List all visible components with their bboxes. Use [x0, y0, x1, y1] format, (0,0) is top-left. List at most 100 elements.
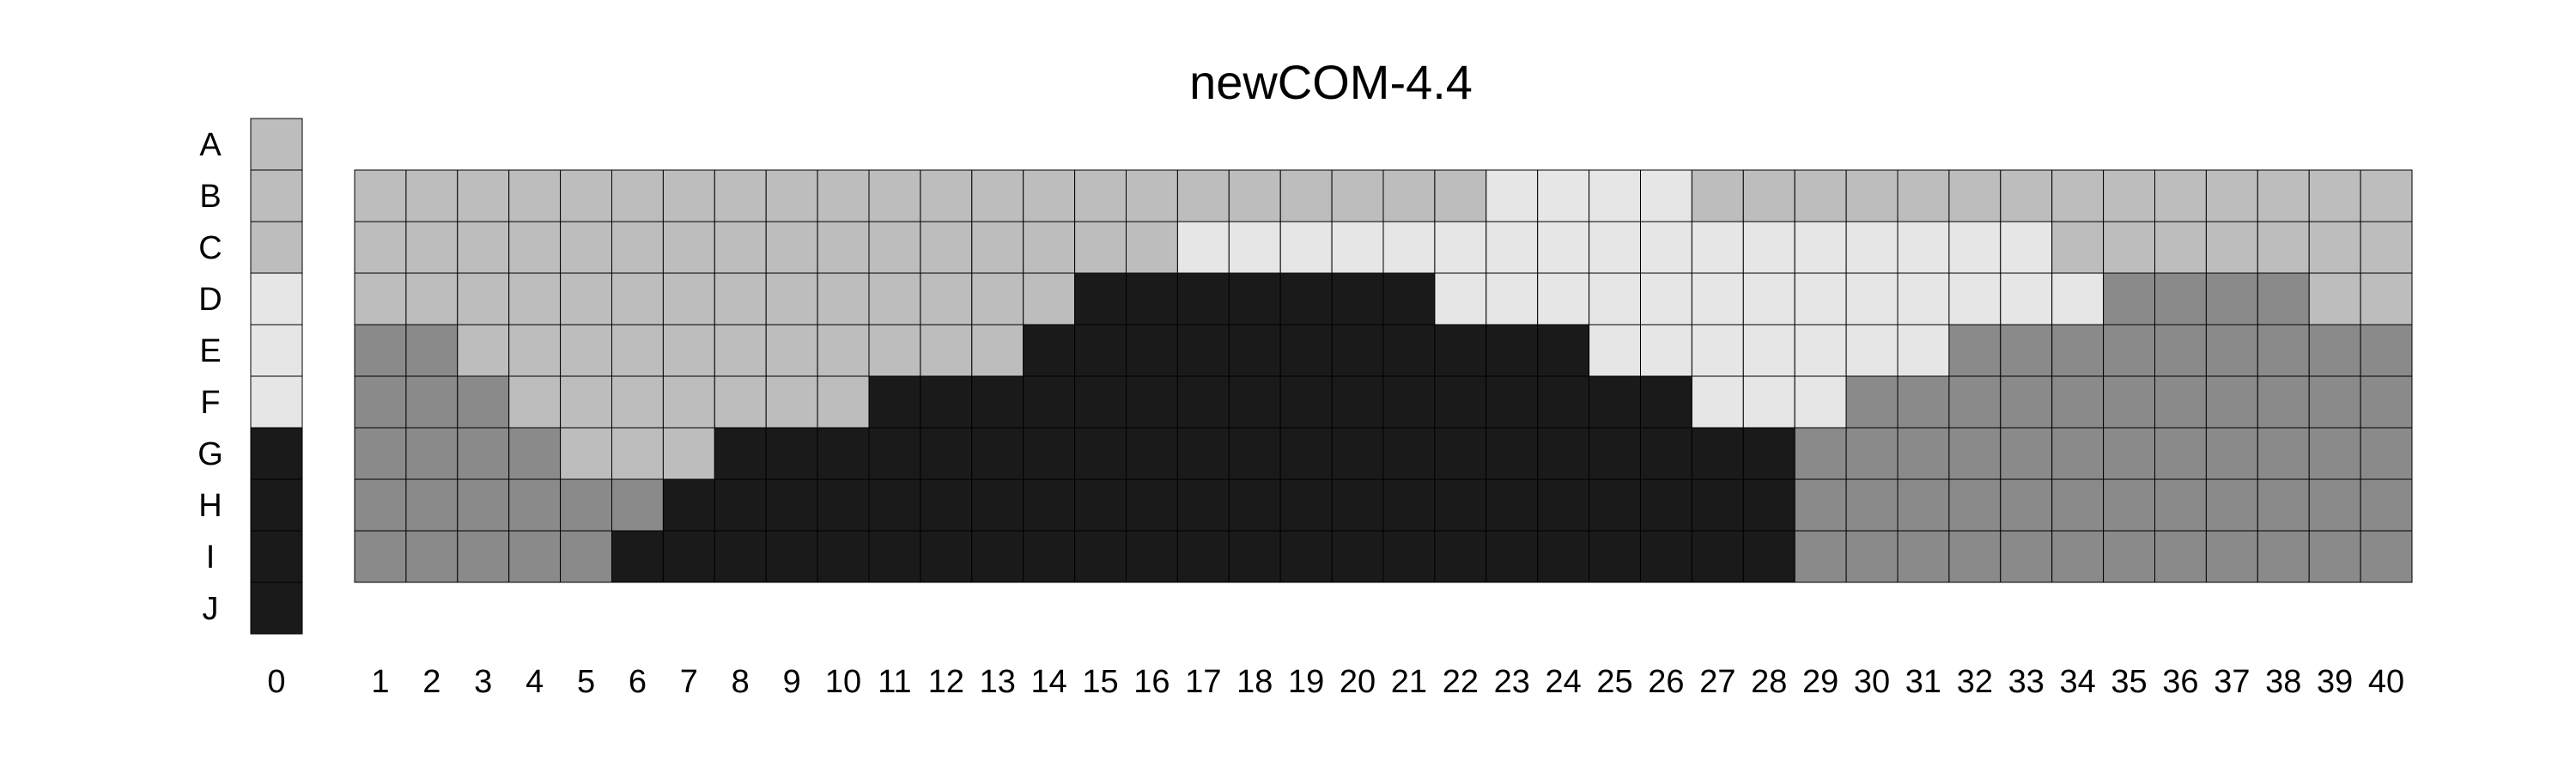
- heatmap-cell-b-6: [611, 169, 664, 222]
- heatmap-cell-f-12: [920, 375, 973, 429]
- heatmap-cell-g-35: [2103, 427, 2156, 480]
- heatmap-cell-c-23: [1485, 221, 1539, 274]
- column-label-15: 15: [1082, 664, 1118, 700]
- heatmap-cell-f-20: [1331, 375, 1384, 429]
- column-label-14: 14: [1031, 664, 1067, 700]
- heatmap-cell-d-24: [1537, 272, 1590, 326]
- heatmap-cell-b-36: [2154, 169, 2207, 222]
- heatmap-cell-h-10: [817, 478, 870, 532]
- column-label-18: 18: [1236, 664, 1273, 700]
- heatmap-cell-e-5: [560, 324, 612, 377]
- heatmap-cell-c-7: [662, 221, 715, 274]
- heatmap-cell-b-31: [1897, 169, 1950, 222]
- heatmap-cell-h-6: [611, 478, 664, 532]
- heatmap-cell-e-16: [1126, 324, 1178, 377]
- column-label-25: 25: [1596, 664, 1632, 700]
- heatmap-cell-f-24: [1537, 375, 1590, 429]
- column-label-26: 26: [1648, 664, 1684, 700]
- heatmap-cell-e-17: [1176, 324, 1230, 377]
- heatmap-cell-e-12: [920, 324, 973, 377]
- heatmap-cell-c-15: [1074, 221, 1127, 274]
- heatmap-cell-d-6: [611, 272, 664, 326]
- heatmap-cell-f-38: [2257, 375, 2310, 429]
- heatmap-cell-d-1: [354, 272, 407, 326]
- palette-cell-f: [250, 375, 303, 429]
- column-label-28: 28: [1751, 664, 1787, 700]
- heatmap-cell-e-25: [1589, 324, 1641, 377]
- heatmap-cell-g-30: [1845, 427, 1899, 480]
- heatmap-cell-g-33: [2000, 427, 2053, 480]
- heatmap-cell-h-31: [1897, 478, 1950, 532]
- heatmap-cell-c-26: [1640, 221, 1692, 274]
- column-label-6: 6: [629, 664, 647, 700]
- column-label-11: 11: [878, 664, 911, 700]
- heatmap-cell-e-20: [1331, 324, 1384, 377]
- column-label-29: 29: [1802, 664, 1838, 700]
- heatmap-cell-i-29: [1794, 530, 1847, 583]
- heatmap-cell-c-25: [1589, 221, 1641, 274]
- heatmap-cell-g-14: [1023, 427, 1076, 480]
- heatmap-cell-i-36: [2154, 530, 2207, 583]
- heatmap-cell-g-31: [1897, 427, 1950, 480]
- heatmap-cell-b-22: [1434, 169, 1487, 222]
- heatmap-cell-g-12: [920, 427, 973, 480]
- heatmap-cell-i-22: [1434, 530, 1487, 583]
- heatmap-cell-d-28: [1742, 272, 1795, 326]
- heatmap-cell-i-10: [817, 530, 870, 583]
- row-label-b: B: [199, 179, 221, 215]
- heatmap-cell-c-38: [2257, 221, 2310, 274]
- heatmap-cell-i-39: [2308, 530, 2361, 583]
- heatmap-cell-b-29: [1794, 169, 1847, 222]
- heatmap-cell-d-32: [1948, 272, 2002, 326]
- heatmap-cell-f-15: [1074, 375, 1127, 429]
- heatmap-cell-f-8: [714, 375, 767, 429]
- heatmap-cell-c-22: [1434, 221, 1487, 274]
- heatmap-cell-g-39: [2308, 427, 2361, 480]
- column-label-3: 3: [474, 664, 492, 700]
- heatmap-cell-e-37: [2205, 324, 2258, 377]
- heatmap-cell-i-17: [1176, 530, 1230, 583]
- heatmap-cell-i-11: [868, 530, 921, 583]
- column-label-40: 40: [2368, 664, 2404, 700]
- heatmap-cell-g-18: [1228, 427, 1281, 480]
- chart-title: newCOM-4.4: [1189, 55, 1473, 109]
- heatmap-cell-c-36: [2154, 221, 2207, 274]
- heatmap-cell-f-29: [1794, 375, 1847, 429]
- heatmap-cell-f-28: [1742, 375, 1795, 429]
- heatmap-cell-i-37: [2205, 530, 2258, 583]
- heatmap-cell-d-16: [1126, 272, 1178, 326]
- heatmap-cell-i-27: [1691, 530, 1744, 583]
- heatmap-cell-h-25: [1589, 478, 1641, 532]
- heatmap-cell-i-6: [611, 530, 664, 583]
- heatmap-cell-d-14: [1023, 272, 1076, 326]
- column-labels: 0 1 2 3 4 5 6 7 8 9 10 11 12 13 14 15 16 17 18 19 20 21 22 23 24…: [267, 664, 2404, 700]
- heatmap-cell-i-3: [457, 530, 510, 583]
- heatmap-cell-c-30: [1845, 221, 1899, 274]
- heatmap-cell-d-31: [1897, 272, 1950, 326]
- palette-cell-j: [250, 581, 303, 635]
- heatmap-cell-c-31: [1897, 221, 1950, 274]
- column-label-31: 31: [1905, 664, 1941, 700]
- heatmap-cell-g-2: [405, 427, 459, 480]
- heatmap-cell-b-40: [2360, 169, 2413, 222]
- heatmap-cell-c-16: [1126, 221, 1178, 274]
- heatmap-cell-b-39: [2308, 169, 2361, 222]
- heatmap-cell-c-33: [2000, 221, 2053, 274]
- heatmap-cell-d-13: [971, 272, 1024, 326]
- heatmap-cell-d-5: [560, 272, 612, 326]
- heatmap-cell-c-27: [1691, 221, 1744, 274]
- heatmap-cell-b-38: [2257, 169, 2310, 222]
- heatmap-cell-f-25: [1589, 375, 1641, 429]
- heatmap-cell-f-27: [1691, 375, 1744, 429]
- heatmap-cell-e-32: [1948, 324, 2002, 377]
- heatmap-cell-i-7: [662, 530, 715, 583]
- row-label-d: D: [198, 282, 222, 318]
- heatmap-cell-d-29: [1794, 272, 1847, 326]
- heatmap-cell-f-21: [1382, 375, 1436, 429]
- heatmap-cell-h-35: [2103, 478, 2156, 532]
- heatmap-cell-c-21: [1382, 221, 1436, 274]
- column-label-17: 17: [1185, 664, 1221, 700]
- heatmap-cell-f-26: [1640, 375, 1692, 429]
- heatmap-cell-c-40: [2360, 221, 2413, 274]
